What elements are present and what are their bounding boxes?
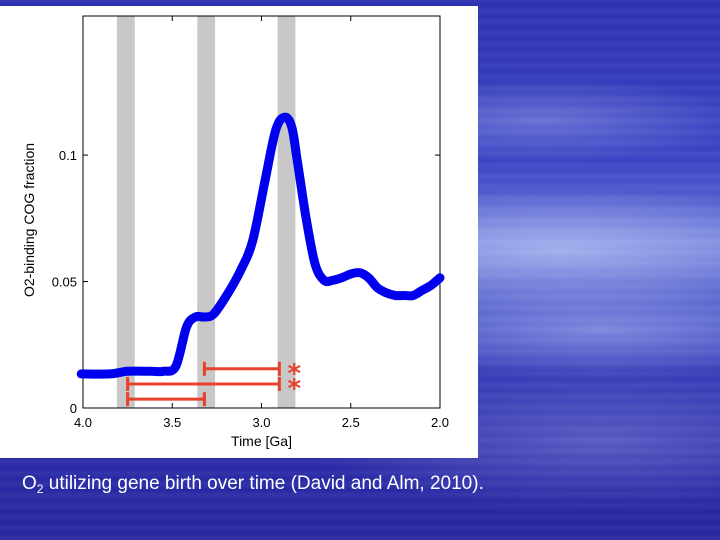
shaded-band-1 <box>116 16 135 408</box>
y-tick-label-1: 0 <box>70 401 77 416</box>
interval-1: * <box>202 359 302 389</box>
caption-text: utilizing gene birth over time (David an… <box>43 473 484 494</box>
shaded-band-2 <box>197 16 216 408</box>
y-tick-label-2: 0.05 <box>52 275 77 290</box>
y-axis-label: O2-binding COG fraction <box>21 143 37 297</box>
shaded-band-3 <box>277 16 296 408</box>
series-line-1 <box>76 112 445 379</box>
figure-panel: 4.0 3.5 3.0 2.5 2.0 0 0.05 0.1 * * Time [Ga] O2-… <box>0 6 478 458</box>
significance-star-2: * <box>288 374 302 404</box>
interval-2: * <box>126 374 302 404</box>
interval-bars: ** <box>126 359 302 407</box>
x-tick-label-3: 3.0 <box>252 415 270 430</box>
shaded-bands <box>116 16 296 408</box>
axis-ticks: 4.0 3.5 3.0 2.5 2.0 0 0.05 0.1 <box>52 16 449 430</box>
y-tick-label-3: 0.1 <box>59 148 77 163</box>
line-chart: 4.0 3.5 3.0 2.5 2.0 0 0.05 0.1 ** Time [Ga] O2-… <box>21 15 449 449</box>
series-layer <box>76 112 445 379</box>
x-tick-label-4: 2.5 <box>342 415 360 430</box>
caption-subscript: 2 <box>36 482 44 496</box>
caption-prefix: O <box>22 473 37 494</box>
figure-caption: O2 utilizing gene birth over time (David… <box>22 472 702 496</box>
interval-3 <box>126 392 206 407</box>
x-axis-label: Time [Ga] <box>231 433 292 449</box>
x-tick-label-1: 4.0 <box>74 415 92 430</box>
significance-star-1: * <box>288 359 302 389</box>
x-tick-label-2: 3.5 <box>163 415 181 430</box>
x-tick-label-5: 2.0 <box>431 415 449 430</box>
